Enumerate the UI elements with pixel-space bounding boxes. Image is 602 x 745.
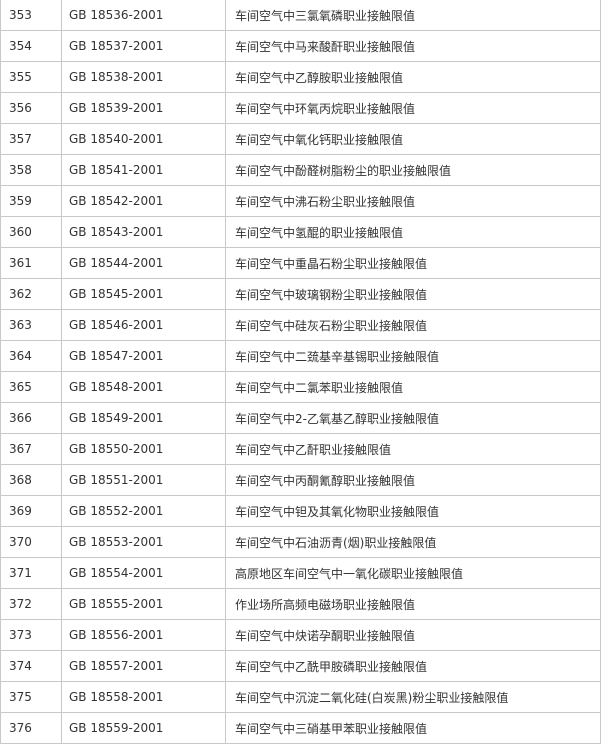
standard-name: 车间空气中玻璃钢粉尘职业接触限值 — [225, 278, 601, 310]
row-number: 358 — [0, 154, 62, 186]
row-number: 366 — [0, 402, 62, 434]
table-row: 376 GB 18559-2001 车间空气中三硝基甲苯职业接触限值 — [0, 712, 601, 744]
table-row: 356 GB 18539-2001 车间空气中环氧丙烷职业接触限值 — [0, 92, 601, 124]
table-row: 362 GB 18545-2001 车间空气中玻璃钢粉尘职业接触限值 — [0, 278, 601, 310]
standard-name: 车间空气中硅灰石粉尘职业接触限值 — [225, 309, 601, 341]
standard-name: 车间空气中炔诺孕酮职业接触限值 — [225, 619, 601, 651]
table-row: 368 GB 18551-2001 车间空气中丙酮氰醇职业接触限值 — [0, 464, 601, 496]
row-number: 361 — [0, 247, 62, 279]
row-number: 362 — [0, 278, 62, 310]
standard-name: 车间空气中2-乙氧基乙醇职业接触限值 — [225, 402, 601, 434]
standard-code: GB 18542-2001 — [61, 185, 226, 217]
table-row: 355 GB 18538-2001 车间空气中乙醇胺职业接触限值 — [0, 61, 601, 93]
standard-code: GB 18540-2001 — [61, 123, 226, 155]
standard-name: 车间空气中钽及其氧化物职业接触限值 — [225, 495, 601, 527]
standard-name: 车间空气中三硝基甲苯职业接触限值 — [225, 712, 601, 744]
table-row: 372 GB 18555-2001 作业场所高频电磁场职业接触限值 — [0, 588, 601, 620]
standard-name: 车间空气中乙酰甲胺磷职业接触限值 — [225, 650, 601, 682]
row-number: 353 — [0, 0, 62, 31]
standard-code: GB 18538-2001 — [61, 61, 226, 93]
standard-code: GB 18543-2001 — [61, 216, 226, 248]
standard-name: 车间空气中丙酮氰醇职业接触限值 — [225, 464, 601, 496]
row-number: 357 — [0, 123, 62, 155]
standard-code: GB 18551-2001 — [61, 464, 226, 496]
row-number: 359 — [0, 185, 62, 217]
standard-code: GB 18544-2001 — [61, 247, 226, 279]
table-row: 360 GB 18543-2001 车间空气中氢醌的职业接触限值 — [0, 216, 601, 248]
table-row: 354 GB 18537-2001 车间空气中马来酸酐职业接触限值 — [0, 30, 601, 62]
row-number: 364 — [0, 340, 62, 372]
standard-code: GB 18546-2001 — [61, 309, 226, 341]
standard-name: 车间空气中氧化钙职业接触限值 — [225, 123, 601, 155]
row-number: 360 — [0, 216, 62, 248]
table-row: 366 GB 18549-2001 车间空气中2-乙氧基乙醇职业接触限值 — [0, 402, 601, 434]
standard-code: GB 18537-2001 — [61, 30, 226, 62]
row-number: 370 — [0, 526, 62, 558]
standard-name: 车间空气中石油沥青(烟)职业接触限值 — [225, 526, 601, 558]
standard-code: GB 18554-2001 — [61, 557, 226, 589]
table-row: 363 GB 18546-2001 车间空气中硅灰石粉尘职业接触限值 — [0, 309, 601, 341]
standard-name: 车间空气中重晶石粉尘职业接触限值 — [225, 247, 601, 279]
standard-name: 车间空气中沸石粉尘职业接触限值 — [225, 185, 601, 217]
row-number: 371 — [0, 557, 62, 589]
row-number: 367 — [0, 433, 62, 465]
standard-code: GB 18555-2001 — [61, 588, 226, 620]
table-row: 361 GB 18544-2001 车间空气中重晶石粉尘职业接触限值 — [0, 247, 601, 279]
row-number: 355 — [0, 61, 62, 93]
table-row: 370 GB 18553-2001 车间空气中石油沥青(烟)职业接触限值 — [0, 526, 601, 558]
standard-name: 车间空气中二巯基辛基锡职业接触限值 — [225, 340, 601, 372]
standard-code: GB 18545-2001 — [61, 278, 226, 310]
row-number: 373 — [0, 619, 62, 651]
standard-code: GB 18553-2001 — [61, 526, 226, 558]
table-row: 369 GB 18552-2001 车间空气中钽及其氧化物职业接触限值 — [0, 495, 601, 527]
table-row: 375 GB 18558-2001 车间空气中沉淀二氧化硅(白炭黑)粉尘职业接触限值 — [0, 681, 601, 713]
table-row: 364 GB 18547-2001 车间空气中二巯基辛基锡职业接触限值 — [0, 340, 601, 372]
standard-name: 车间空气中氢醌的职业接触限值 — [225, 216, 601, 248]
standard-code: GB 18541-2001 — [61, 154, 226, 186]
table-row: 371 GB 18554-2001 高原地区车间空气中一氧化碳职业接触限值 — [0, 557, 601, 589]
standard-name: 车间空气中沉淀二氧化硅(白炭黑)粉尘职业接触限值 — [225, 681, 601, 713]
row-number: 374 — [0, 650, 62, 682]
row-number: 372 — [0, 588, 62, 620]
standard-name: 车间空气中乙醇胺职业接触限值 — [225, 61, 601, 93]
table-row: 365 GB 18548-2001 车间空气中二氯苯职业接触限值 — [0, 371, 601, 403]
standard-code: GB 18559-2001 — [61, 712, 226, 744]
row-number: 363 — [0, 309, 62, 341]
standard-code: GB 18539-2001 — [61, 92, 226, 124]
standard-code: GB 18550-2001 — [61, 433, 226, 465]
table-row: 358 GB 18541-2001 车间空气中酚醛树脂粉尘的职业接触限值 — [0, 154, 601, 186]
standard-name: 车间空气中环氧丙烷职业接触限值 — [225, 92, 601, 124]
standard-name: 车间空气中酚醛树脂粉尘的职业接触限值 — [225, 154, 601, 186]
standard-name: 车间空气中二氯苯职业接触限值 — [225, 371, 601, 403]
standard-name: 高原地区车间空气中一氧化碳职业接触限值 — [225, 557, 601, 589]
standard-code: GB 18547-2001 — [61, 340, 226, 372]
table-row: 353 GB 18536-2001 车间空气中三氯氧磷职业接触限值 — [0, 0, 601, 31]
standard-code: GB 18557-2001 — [61, 650, 226, 682]
row-number: 368 — [0, 464, 62, 496]
standard-code: GB 18548-2001 — [61, 371, 226, 403]
standard-code: GB 18558-2001 — [61, 681, 226, 713]
table-row: 374 GB 18557-2001 车间空气中乙酰甲胺磷职业接触限值 — [0, 650, 601, 682]
standard-code: GB 18552-2001 — [61, 495, 226, 527]
table-row: 359 GB 18542-2001 车间空气中沸石粉尘职业接触限值 — [0, 185, 601, 217]
row-number: 354 — [0, 30, 62, 62]
standard-name: 作业场所高频电磁场职业接触限值 — [225, 588, 601, 620]
row-number: 356 — [0, 92, 62, 124]
table-row: 357 GB 18540-2001 车间空气中氧化钙职业接触限值 — [0, 123, 601, 155]
standard-code: GB 18549-2001 — [61, 402, 226, 434]
standard-name: 车间空气中马来酸酐职业接触限值 — [225, 30, 601, 62]
standard-code: GB 18556-2001 — [61, 619, 226, 651]
standard-code: GB 18536-2001 — [61, 0, 226, 31]
standard-name: 车间空气中三氯氧磷职业接触限值 — [225, 0, 601, 31]
row-number: 365 — [0, 371, 62, 403]
row-number: 376 — [0, 712, 62, 744]
row-number: 369 — [0, 495, 62, 527]
standard-name: 车间空气中乙酐职业接触限值 — [225, 433, 601, 465]
row-number: 375 — [0, 681, 62, 713]
table-row: 373 GB 18556-2001 车间空气中炔诺孕酮职业接触限值 — [0, 619, 601, 651]
table-row: 367 GB 18550-2001 车间空气中乙酐职业接触限值 — [0, 433, 601, 465]
